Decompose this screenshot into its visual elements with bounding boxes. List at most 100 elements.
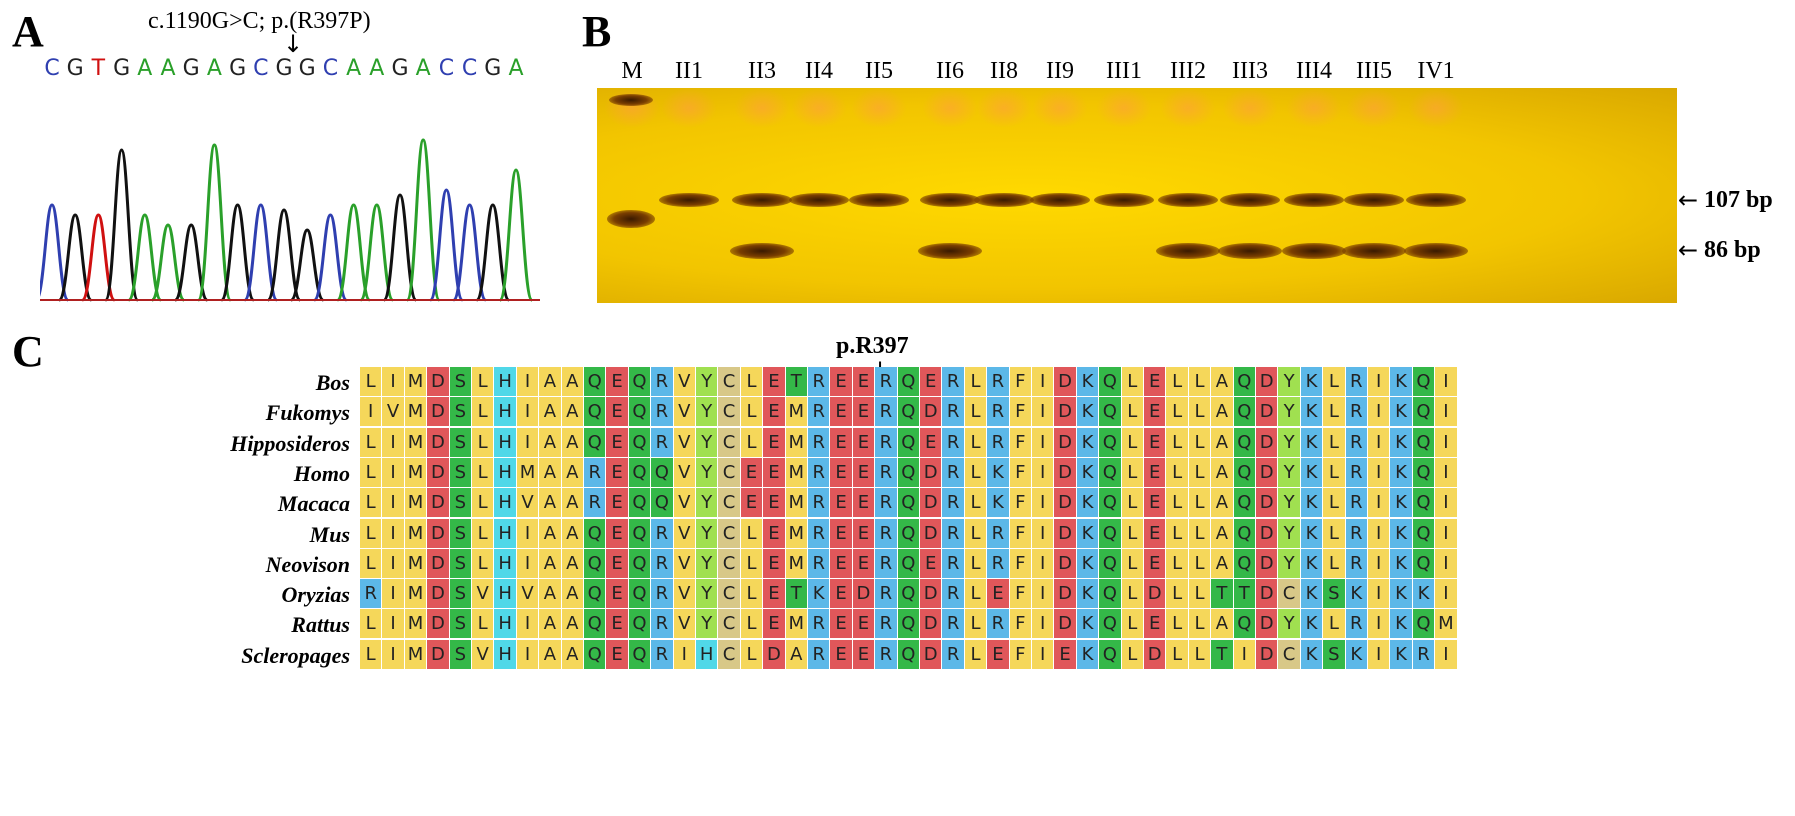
- lane-label: IV1: [1417, 58, 1455, 84]
- alignment-residue: R: [875, 579, 898, 609]
- alignment-residue: L: [740, 579, 764, 609]
- alignment-residue: D: [1256, 397, 1279, 427]
- gel-well: [1346, 88, 1402, 128]
- alignment-residue: K: [1390, 488, 1413, 518]
- mutation-arrow-icon: ↓: [283, 30, 304, 58]
- sequence-base: G: [298, 56, 316, 81]
- alignment-residue: L: [1188, 488, 1212, 518]
- chromatogram-peak: [475, 203, 511, 302]
- gel-well: [734, 88, 790, 128]
- alignment-residue: I: [516, 548, 540, 578]
- alignment-residue: A: [561, 609, 584, 639]
- alignment-residue: I: [1435, 518, 1458, 548]
- alignment-residue: D: [1256, 367, 1279, 396]
- alignment-residue: I: [1032, 548, 1055, 578]
- alignment-residue: A: [561, 548, 584, 578]
- alignment-residue: V: [673, 488, 696, 518]
- band-107bp: [1030, 193, 1090, 207]
- alignment-residue: A: [561, 397, 584, 427]
- alignment-residue: R: [808, 639, 831, 669]
- alignment-residue: K: [1390, 427, 1413, 457]
- alignment-residue: M: [516, 457, 540, 487]
- alignment-residue: L: [472, 609, 495, 639]
- alignment-residue: R: [1345, 609, 1368, 639]
- gel-well: [1032, 88, 1088, 128]
- alignment-residue: E: [1144, 548, 1167, 578]
- alignment-residue: Y: [1278, 397, 1301, 427]
- alignment-residue: L: [1166, 427, 1189, 457]
- band-107-label: 107 bp: [1704, 187, 1773, 213]
- alignment-residue: Y: [1278, 518, 1301, 548]
- alignment-residue: D: [1144, 639, 1167, 669]
- gel-well: [922, 88, 978, 128]
- alignment-residue: A: [539, 427, 562, 457]
- alignment-residue: K: [1076, 548, 1100, 578]
- alignment-residue: M: [404, 548, 428, 578]
- species-label: Fukomys: [265, 400, 350, 426]
- alignment-residue: Y: [696, 579, 719, 609]
- alignment-residue: D: [427, 518, 450, 548]
- alignment-residue: L: [1323, 488, 1346, 518]
- band-107bp: [1220, 193, 1280, 207]
- alignment-residue: R: [808, 427, 831, 457]
- alignment-residue: I: [1032, 609, 1055, 639]
- alignment-residue: I: [1032, 457, 1055, 487]
- alignment-residue: Y: [696, 518, 719, 548]
- species-label: Neovison: [265, 551, 350, 577]
- alignment-residue: V: [673, 518, 696, 548]
- alignment-residue: K: [1076, 367, 1100, 396]
- alignment-residue: L: [964, 579, 988, 609]
- alignment-residue: S: [449, 579, 472, 609]
- alignment-residue: Y: [1278, 427, 1301, 457]
- alignment-residue: E: [852, 488, 876, 518]
- sequence-base: A: [206, 56, 222, 81]
- alignment-residue: L: [1166, 457, 1189, 487]
- alignment-residue: I: [382, 639, 405, 669]
- alignment-residue: E: [763, 548, 786, 578]
- panel-a-letter: A: [12, 7, 44, 56]
- alignment-residue: M: [1435, 609, 1458, 639]
- band-107bp: [1094, 193, 1154, 207]
- alignment-residue: L: [1166, 397, 1189, 427]
- alignment-residue: C: [718, 367, 741, 396]
- alignment-residue: K: [1076, 427, 1100, 457]
- alignment-residue: M: [785, 457, 808, 487]
- alignment-residue: D: [920, 609, 943, 639]
- alignment-residue: L: [740, 397, 764, 427]
- chromatogram-peak: [57, 213, 93, 302]
- alignment-residue: E: [1144, 518, 1167, 548]
- lane-label: II9: [1046, 58, 1074, 84]
- alignment-residue: E: [830, 457, 853, 487]
- alignment-residue: K: [1345, 639, 1368, 669]
- alignment-residue: Q: [1099, 579, 1122, 609]
- alignment-residue: E: [852, 457, 876, 487]
- alignment-residue: E: [920, 367, 943, 396]
- alignment-residue: Q: [1233, 457, 1256, 487]
- alignment-residue: E: [852, 518, 876, 548]
- alignment-residue: R: [1345, 518, 1368, 548]
- species-label: Hipposideros: [230, 430, 350, 456]
- alignment-residue: C: [718, 639, 741, 669]
- alignment-residue: S: [449, 397, 472, 427]
- band-107bp: [849, 193, 909, 207]
- chromatogram-peak: [405, 138, 441, 302]
- alignment-residue: R: [987, 427, 1010, 457]
- alignment-residue: E: [740, 488, 764, 518]
- alignment-residue: D: [920, 397, 943, 427]
- alignment-residue: I: [382, 457, 405, 487]
- lane-label: III4: [1296, 58, 1332, 84]
- alignment-residue: L: [1121, 397, 1144, 427]
- alignment-residue: I: [1435, 367, 1458, 396]
- species-label: Bos: [315, 370, 350, 395]
- alignment-residue: C: [718, 548, 741, 578]
- alignment-residue: I: [360, 397, 383, 427]
- alignment-residue: Q: [1099, 488, 1122, 518]
- band-86bp: [730, 243, 794, 259]
- alignment-residue: R: [942, 639, 965, 669]
- alignment-residue: A: [1211, 518, 1234, 548]
- alignment-residue: L: [360, 488, 383, 518]
- alignment-residue: Y: [1278, 457, 1301, 487]
- alignment-residue: Q: [584, 548, 607, 578]
- alignment-residue: Q: [1233, 367, 1256, 396]
- alignment-residue: D: [920, 457, 943, 487]
